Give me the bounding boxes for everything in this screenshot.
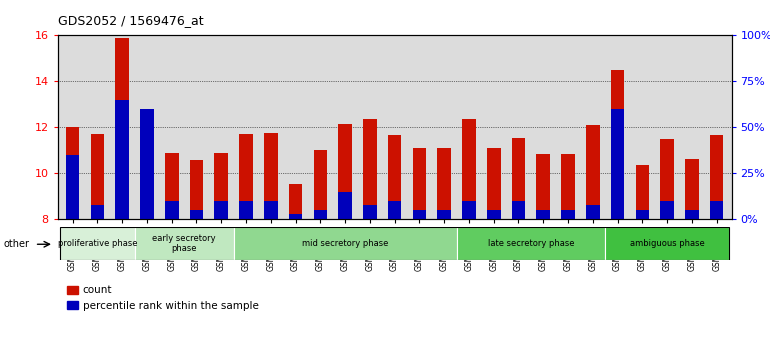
- Bar: [65, 155, 79, 219]
- Bar: [537, 154, 550, 219]
- Bar: [586, 205, 600, 219]
- Bar: [363, 119, 377, 219]
- Text: proliferative phase: proliferative phase: [58, 239, 137, 248]
- Bar: [135, 227, 233, 260]
- Bar: [437, 148, 451, 219]
- Bar: [611, 109, 624, 219]
- Bar: [165, 153, 179, 219]
- Bar: [165, 201, 179, 219]
- Bar: [611, 70, 624, 219]
- Bar: [661, 139, 674, 219]
- Bar: [457, 227, 605, 260]
- Bar: [511, 138, 525, 219]
- Bar: [264, 133, 278, 219]
- Bar: [140, 109, 154, 219]
- Bar: [511, 201, 525, 219]
- Bar: [60, 227, 135, 260]
- Bar: [239, 201, 253, 219]
- Bar: [116, 100, 129, 219]
- Text: late secretory phase: late secretory phase: [487, 239, 574, 248]
- Bar: [710, 201, 724, 219]
- Bar: [710, 136, 724, 219]
- Bar: [289, 214, 303, 219]
- Bar: [338, 124, 352, 219]
- Bar: [561, 210, 575, 219]
- Bar: [91, 135, 104, 219]
- Bar: [214, 153, 228, 219]
- Bar: [635, 210, 649, 219]
- Bar: [239, 135, 253, 219]
- Bar: [685, 210, 698, 219]
- Bar: [462, 119, 476, 219]
- Bar: [214, 201, 228, 219]
- Text: other: other: [4, 239, 30, 249]
- Legend: count, percentile rank within the sample: count, percentile rank within the sample: [63, 281, 263, 315]
- Bar: [363, 205, 377, 219]
- Bar: [116, 38, 129, 219]
- Bar: [487, 210, 500, 219]
- Bar: [635, 165, 649, 219]
- Bar: [233, 227, 457, 260]
- Bar: [189, 160, 203, 219]
- Bar: [264, 201, 278, 219]
- Bar: [685, 159, 698, 219]
- Bar: [289, 184, 303, 219]
- Bar: [537, 210, 550, 219]
- Bar: [91, 205, 104, 219]
- Text: GDS2052 / 1569476_at: GDS2052 / 1569476_at: [58, 14, 203, 27]
- Text: early secretory
phase: early secretory phase: [152, 234, 216, 253]
- Bar: [140, 109, 154, 219]
- Bar: [388, 136, 401, 219]
- Bar: [413, 210, 427, 219]
- Bar: [561, 154, 575, 219]
- Bar: [661, 201, 674, 219]
- Bar: [413, 148, 427, 219]
- Bar: [605, 227, 729, 260]
- Bar: [487, 148, 500, 219]
- Bar: [388, 201, 401, 219]
- Text: ambiguous phase: ambiguous phase: [630, 239, 705, 248]
- Bar: [586, 125, 600, 219]
- Bar: [437, 210, 451, 219]
- Bar: [313, 210, 327, 219]
- Bar: [462, 201, 476, 219]
- Bar: [338, 192, 352, 219]
- Bar: [313, 150, 327, 219]
- Text: mid secretory phase: mid secretory phase: [302, 239, 388, 248]
- Bar: [189, 210, 203, 219]
- Bar: [65, 127, 79, 219]
